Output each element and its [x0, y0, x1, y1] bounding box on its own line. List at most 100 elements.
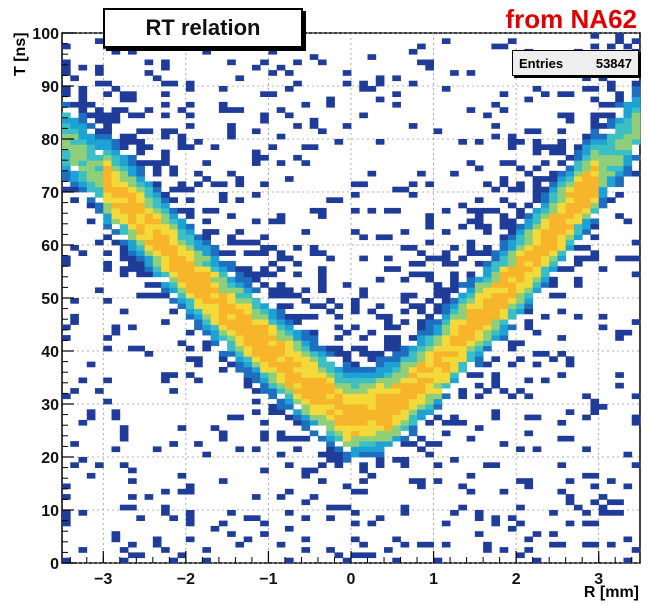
heatmap-cell [342, 483, 352, 490]
heatmap-cell [532, 86, 542, 92]
heatmap-cell [384, 435, 393, 442]
heatmap-cell [161, 245, 170, 251]
heatmap-cell [417, 388, 426, 394]
heatmap-cell [400, 462, 410, 468]
heatmap-cell [615, 499, 624, 506]
heatmap-cell [128, 504, 137, 511]
heatmap-cell [103, 186, 112, 193]
heatmap-cell [549, 207, 558, 214]
heatmap-cell [161, 372, 170, 378]
heatmap-cell [243, 303, 253, 309]
heatmap-cell [549, 218, 558, 225]
heatmap-cell [433, 351, 443, 357]
heatmap-cell [152, 266, 162, 272]
heatmap-cell [103, 139, 112, 145]
heatmap-cell [375, 446, 385, 453]
heatmap-cell [144, 250, 154, 256]
heatmap-cell [218, 101, 228, 108]
heatmap-cell [301, 547, 311, 553]
heatmap-cell [177, 245, 187, 251]
heatmap-cell [70, 186, 79, 193]
heatmap-cell [549, 234, 558, 241]
heatmap-cell [268, 245, 278, 251]
heatmap-cell [284, 388, 294, 394]
heatmap-cell [367, 377, 377, 384]
heatmap-cell [598, 494, 608, 500]
heatmap-cell [582, 181, 591, 188]
heatmap-cell [260, 388, 269, 394]
heatmap-cell [326, 96, 335, 103]
heatmap-cell [524, 292, 534, 299]
heatmap-cell [177, 223, 187, 230]
heatmap-cell [268, 345, 278, 352]
heatmap-cell [293, 319, 302, 325]
heatmap-cell [235, 271, 245, 278]
heatmap-cell [276, 372, 286, 378]
heatmap-cell [425, 361, 434, 368]
heatmap-cell [582, 229, 591, 235]
heatmap-cell [235, 266, 245, 272]
heatmap-cell [598, 186, 608, 193]
heatmap-cell [95, 128, 104, 135]
heatmap-cell [185, 488, 195, 495]
heatmap-cell [194, 255, 203, 262]
heatmap-cell [606, 101, 616, 108]
heatmap-cell [136, 245, 145, 251]
heatmap-cell [499, 324, 509, 331]
heatmap-cell [185, 292, 195, 299]
heatmap-cell [499, 547, 509, 553]
heatmap-cell [408, 377, 418, 384]
heatmap-cell [466, 276, 476, 283]
heatmap-cell [251, 345, 261, 352]
heatmap-cell [367, 207, 377, 214]
heatmap-cell [474, 382, 484, 389]
x-tick-label: 2 [512, 571, 521, 588]
heatmap-cell [408, 245, 418, 251]
heatmap-cell [582, 541, 591, 548]
heatmap-cell [251, 409, 261, 415]
heatmap-cell [119, 266, 129, 272]
heatmap-cell [227, 250, 236, 256]
heatmap-cell [433, 372, 443, 378]
heatmap-cell [450, 303, 459, 309]
heatmap-cell [301, 101, 311, 108]
heatmap-cell [62, 515, 71, 521]
heatmap-cell [86, 186, 96, 193]
heatmap-cell [119, 160, 129, 166]
heatmap-cell [136, 112, 145, 119]
heatmap-cell [276, 308, 286, 315]
heatmap-cell [408, 382, 418, 389]
heatmap-cell [367, 308, 377, 315]
heatmap-cell [144, 292, 154, 299]
heatmap-cell [367, 451, 377, 458]
heatmap-cell [359, 86, 368, 92]
heatmap-cell [549, 531, 558, 537]
heatmap-cell [507, 229, 517, 235]
heatmap-cell [466, 207, 476, 214]
heatmap-cell [342, 557, 352, 564]
heatmap-cell [284, 292, 294, 299]
heatmap-cell [128, 478, 137, 484]
heatmap-cell [384, 313, 393, 320]
heatmap-cell [202, 547, 212, 553]
heatmap-cell [474, 298, 484, 304]
heatmap-cell [268, 308, 278, 315]
heatmap-cell [631, 414, 641, 421]
heatmap-cell [276, 107, 286, 113]
heatmap-cell [384, 372, 393, 378]
heatmap-cell [400, 441, 410, 447]
heatmap-cell [62, 133, 71, 140]
heatmap-cell [161, 488, 170, 495]
heatmap-cell [359, 388, 368, 394]
heatmap-cell [62, 186, 71, 193]
heatmap-cell [433, 287, 443, 294]
heatmap-cell [95, 462, 104, 468]
heatmap-cell [293, 260, 302, 267]
heatmap-cell [276, 266, 286, 272]
heatmap-cell [78, 165, 88, 172]
heatmap-cell [284, 356, 294, 362]
heatmap-cell [557, 128, 567, 135]
heatmap-cell [243, 276, 253, 283]
heatmap-cell [408, 345, 418, 352]
heatmap-cell [95, 388, 104, 394]
